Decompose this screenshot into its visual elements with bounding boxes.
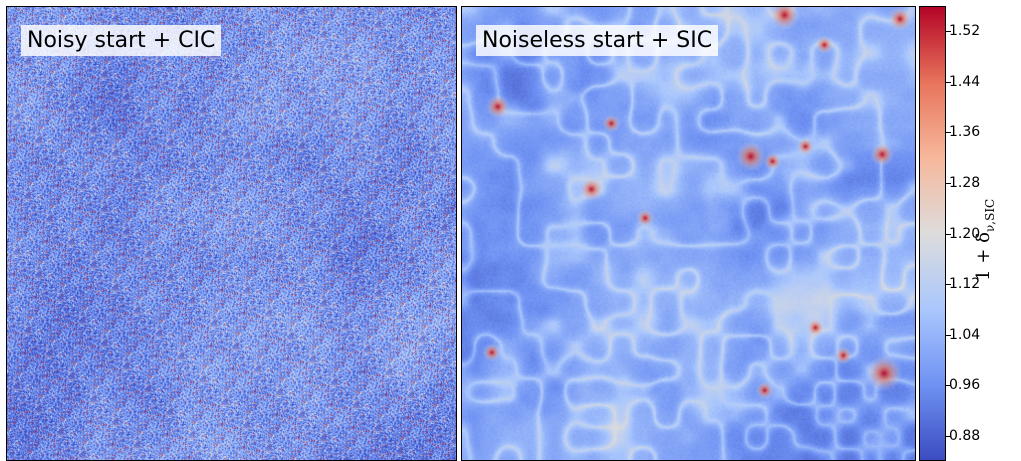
colorbar-gradient: [920, 7, 945, 460]
colorbar-tick-mark: [946, 284, 951, 286]
colorbar-tick-mark: [946, 81, 951, 83]
colorbar-ticks: 1.52 1.44 1.36 1.28 1.20 1.12 1.04 0.96 0.88: [919, 6, 1019, 461]
colorbar-tick-mark: [946, 334, 951, 336]
noisy-cic-heatmap: [7, 7, 456, 460]
colorbar-tick-label: 1.20: [949, 225, 981, 242]
colorbar-tick-mark: [946, 233, 951, 235]
colorbar-axis-label: 1 + δν,SIC: [973, 170, 997, 310]
colorbar-tick-label: 1.36: [949, 124, 981, 141]
noisy-cic-panel: Noisy start + CIC: [6, 6, 457, 461]
colorbar-tick-mark: [946, 435, 951, 437]
colorbar-tick-label: 1.04: [949, 326, 981, 343]
colorbar-tick-label: 0.88: [949, 427, 981, 444]
noiseless-sic-panel: Noiseless start + SIC: [461, 6, 916, 461]
colorbar-label-main: 1 + δ: [973, 232, 995, 281]
noiseless-sic-label: Noiseless start + SIC: [476, 25, 719, 56]
noisy-cic-label: Noisy start + CIC: [21, 25, 222, 56]
colorbar: [919, 6, 946, 461]
colorbar-tick-mark: [946, 182, 951, 184]
colorbar-tick-label: 1.28: [949, 174, 981, 191]
colorbar-tick-label: 1.52: [949, 23, 981, 40]
colorbar-label-sub: ν,SIC: [982, 198, 997, 233]
colorbar-tick-label: 1.12: [949, 276, 981, 293]
colorbar-tick-label: 0.96: [949, 377, 981, 394]
colorbar-tick-mark: [946, 132, 951, 134]
colorbar-tick-label: 1.44: [949, 73, 981, 90]
colorbar-tick-mark: [946, 385, 951, 387]
noiseless-sic-heatmap: [462, 7, 915, 460]
colorbar-tick-mark: [946, 31, 951, 33]
